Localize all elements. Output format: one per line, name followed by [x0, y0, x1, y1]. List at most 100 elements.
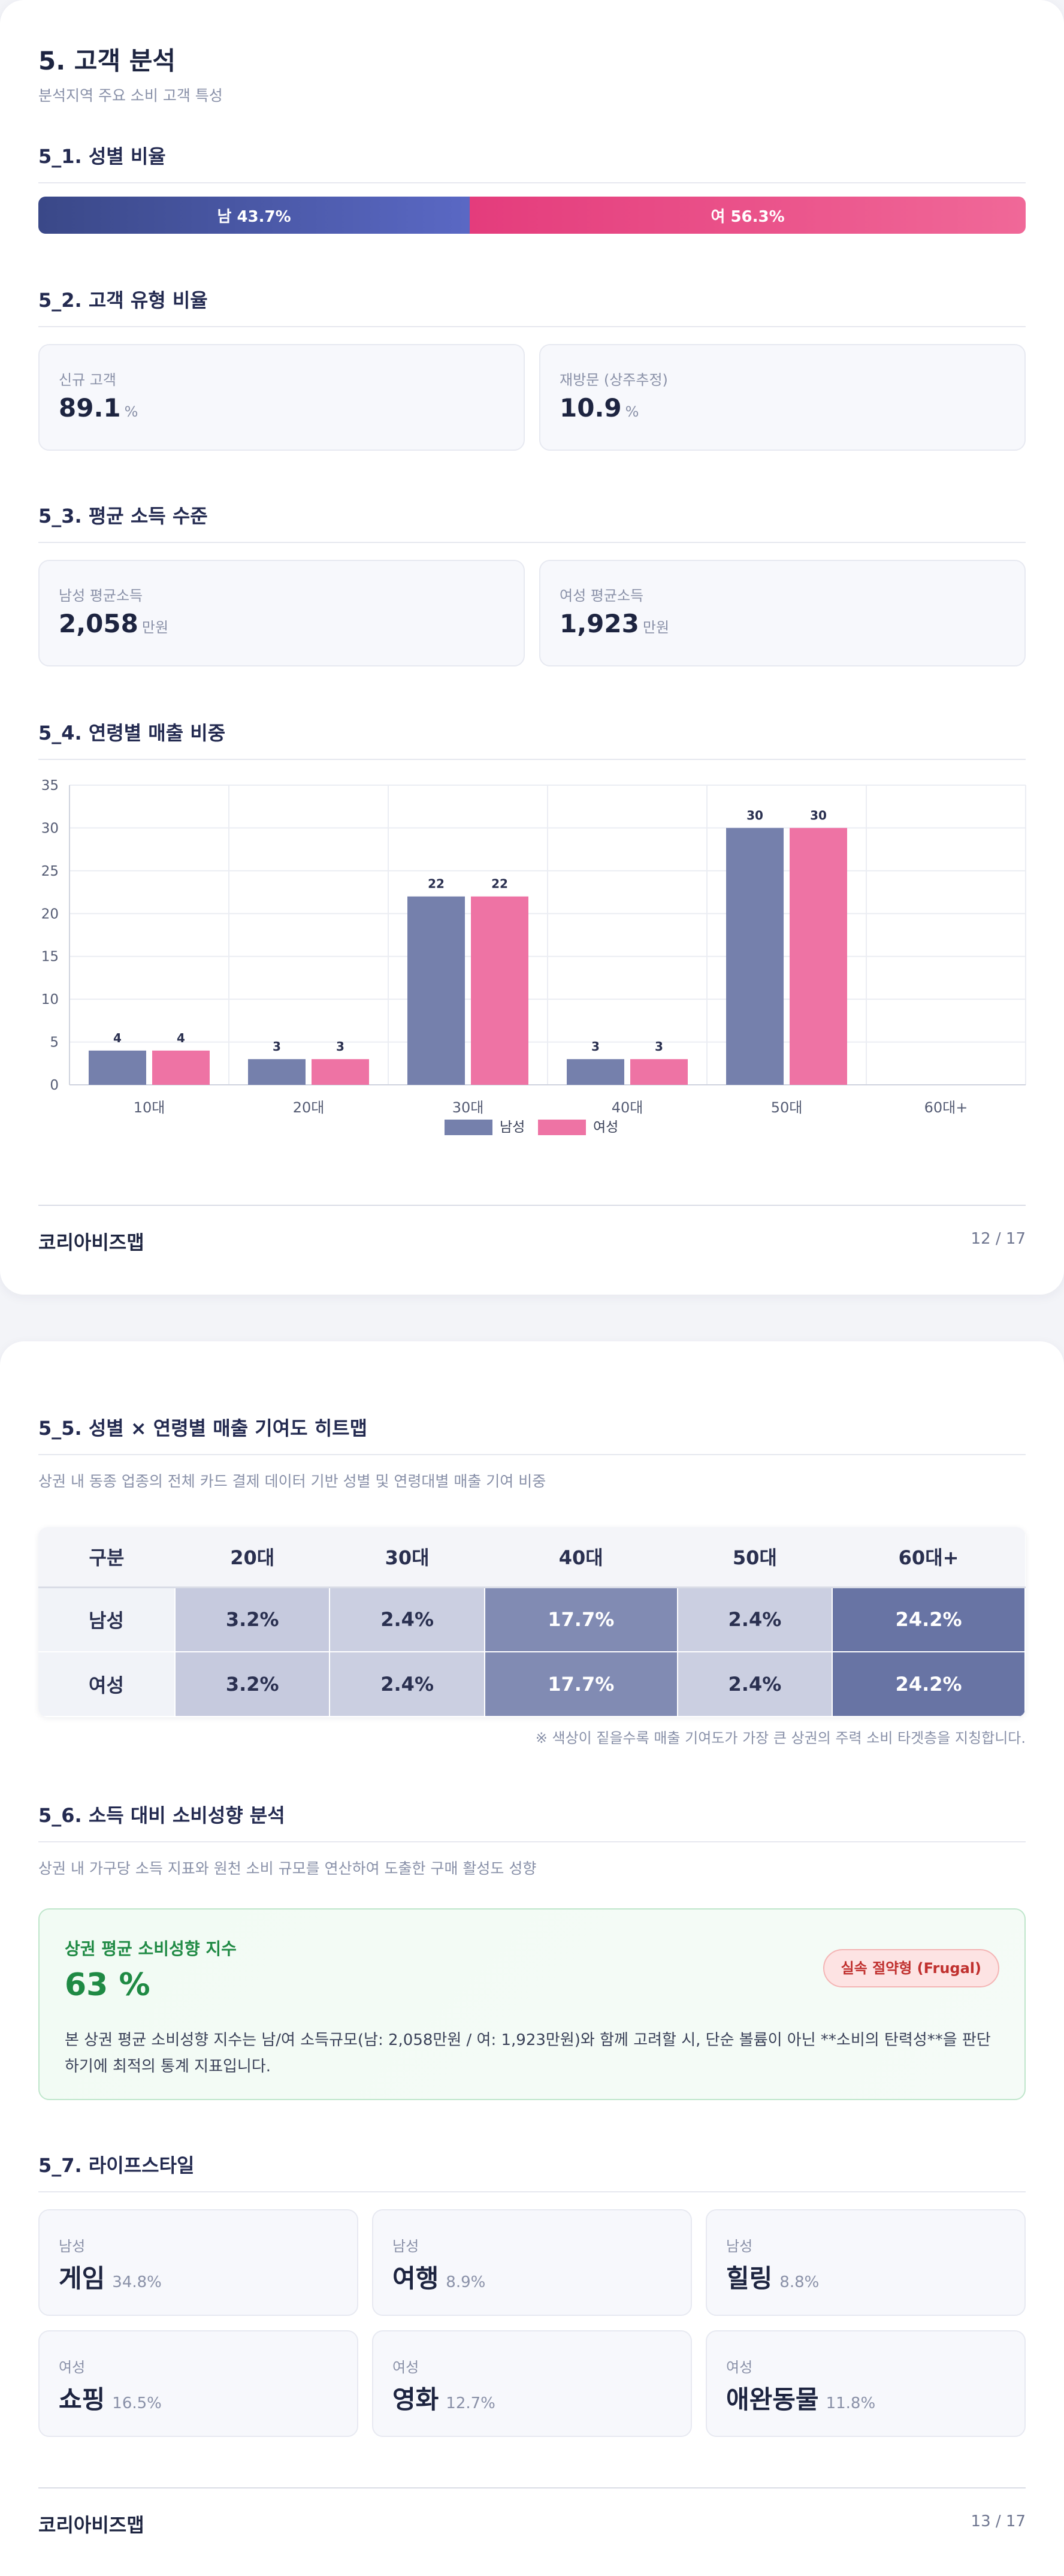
bar-data-label: 3 [655, 1039, 663, 1054]
bar-male [726, 828, 784, 1085]
heatmap-col-header: 30대 [330, 1527, 485, 1588]
bar-data-label: 22 [491, 877, 508, 891]
heatmap-cell: 3.2% [175, 1587, 331, 1652]
gender-section-title: 5_1. 성별 비율 [38, 141, 1026, 183]
gender-male-segment: 남 43.7% [38, 197, 470, 234]
bar-data-label: 4 [113, 1031, 122, 1045]
x-tick-label: 60대+ [924, 1099, 968, 1116]
lifestyle-gender: 남성 [392, 2238, 419, 2255]
lifestyle-value: 게임 34.8% [59, 2264, 162, 2293]
heatmap-col-header: 구분 [38, 1527, 175, 1588]
footer-divider [38, 2487, 1026, 2488]
x-tick-label: 10대 [134, 1099, 165, 1116]
bar-data-label: 3 [273, 1039, 281, 1054]
age-sales-bar-chart: 0 5 10 15 20 25 30 35 4 4 10대 3 3 20대 22 22 30대 3 3 40대 30 30… [41, 778, 1026, 1135]
bar-male [407, 896, 465, 1085]
bar-male [567, 1059, 624, 1085]
male-income-card: 남성 평균소득 2,058 만원 [38, 560, 525, 666]
return-customer-card: 재방문 (상주추정) 10.9% [539, 344, 1026, 451]
report-page-12: 5. 고객 분석 분석지역 주요 소비 고객 특성 5_1. 성별 비율 남 4… [0, 0, 1064, 1295]
x-tick-label: 50대 [771, 1099, 803, 1116]
lifestyle-value: 쇼핑 16.5% [59, 2385, 162, 2414]
legend-label: 여성 [593, 1120, 618, 1135]
y-tick-label: 0 [50, 1078, 59, 1093]
lifestyle-card: 남성 게임 34.8% [38, 2209, 358, 2316]
return-customer-label: 재방문 (상주추정) [560, 372, 668, 388]
lifestyle-card: 남성 여행 8.9% [372, 2209, 692, 2316]
age-sales-section-title: 5_4. 연령별 매출 비중 [38, 718, 1026, 760]
page-title: 5. 고객 분석 [38, 46, 176, 76]
heatmap-cell: 2.4% [330, 1652, 485, 1717]
heatmap-row-header: 여성 [38, 1652, 176, 1717]
female-income-value: 1,923 만원 [560, 609, 670, 638]
new-customer-value: 89.1% [59, 393, 138, 423]
y-tick-label: 10 [41, 992, 59, 1008]
heatmap-section-title: 5_5. 성별 × 연령별 매출 기여도 히트맵 [38, 1413, 1026, 1455]
footer-brand: 코리아비즈맵 [38, 2514, 144, 2536]
heatmap-cell: 17.7% [484, 1587, 678, 1652]
new-customer-card: 신규 고객 89.1% [38, 344, 525, 451]
heatmap-header-row: 구분 20대 30대 40대 50대 60대+ [38, 1527, 1025, 1588]
bar-data-label: 30 [810, 808, 827, 822]
return-customer-value: 10.9% [560, 393, 639, 423]
x-tick-label: 20대 [293, 1099, 325, 1116]
female-income-card: 여성 평균소득 1,923 만원 [539, 560, 1026, 666]
heatmap-row-female: 여성 3.2% 2.4% 17.7% 2.4% 24.2% [38, 1652, 1026, 1717]
lifestyle-value: 힐링 8.8% [726, 2264, 820, 2293]
x-tick-label: 30대 [452, 1099, 484, 1116]
y-tick-label: 15 [41, 949, 59, 965]
bar-data-label: 3 [591, 1039, 600, 1054]
lifestyle-value: 애완동물 11.8% [726, 2385, 876, 2414]
gender-ratio-bar: 남 43.7% 여 56.3% [38, 197, 1026, 234]
page-number: 13 / 17 [971, 2512, 1026, 2530]
heatmap-cell: 2.4% [677, 1652, 833, 1717]
spending-subtitle: 상권 내 가구당 소득 지표와 원천 소비 규모를 연산하여 도출한 구매 활성… [38, 1860, 537, 1877]
lifestyle-gender: 남성 [726, 2238, 753, 2255]
page-number: 12 / 17 [971, 1230, 1026, 1248]
lifestyle-value: 영화 12.7% [392, 2385, 495, 2414]
y-tick-label: 30 [41, 821, 59, 836]
bar-male [248, 1059, 306, 1085]
lifestyle-card: 여성 애완동물 11.8% [706, 2330, 1026, 2437]
y-tick-label: 25 [41, 864, 59, 879]
gender-age-heatmap: 구분 20대 30대 40대 50대 60대+ 남성 3.2% 2.4% 17.… [38, 1527, 1026, 1717]
lifestyle-gender: 여성 [392, 2359, 419, 2376]
bar-data-label: 22 [428, 877, 445, 891]
report-page-13: 5_5. 성별 × 연령별 매출 기여도 히트맵 상권 내 동종 업종의 전체 … [0, 1341, 1064, 2576]
heatmap-col-header: 50대 [677, 1527, 833, 1588]
heatmap-cell: 2.4% [677, 1587, 833, 1652]
spending-index-value: 63 % [65, 1967, 150, 2003]
heatmap-row-header: 남성 [38, 1587, 176, 1652]
lifestyle-value: 여행 8.9% [392, 2264, 486, 2293]
bar-female [471, 896, 528, 1085]
lifestyle-gender: 남성 [59, 2238, 86, 2255]
y-tick-label: 20 [41, 906, 59, 922]
spending-type-badge: 실속 절약형 (Frugal) [823, 1949, 999, 1987]
bar-female [152, 1050, 210, 1085]
heatmap-cell: 24.2% [832, 1587, 1026, 1652]
bar-male [89, 1050, 146, 1085]
heatmap-cell: 2.4% [330, 1587, 485, 1652]
bar-female [312, 1059, 369, 1085]
new-customer-label: 신규 고객 [59, 372, 116, 388]
heatmap-cell: 24.2% [832, 1652, 1026, 1717]
footer-brand: 코리아비즈맵 [38, 1231, 144, 1254]
bar-female [790, 828, 847, 1085]
lifestyle-card: 여성 쇼핑 16.5% [38, 2330, 358, 2437]
heatmap-col-header: 60대+ [832, 1527, 1025, 1588]
bar-data-label: 3 [336, 1039, 344, 1054]
female-income-label: 여성 평균소득 [560, 587, 644, 604]
legend-label: 남성 [500, 1120, 525, 1135]
heatmap-col-header: 40대 [484, 1527, 678, 1588]
spending-index-title: 상권 평균 소비성향 지수 [65, 1939, 237, 1959]
footer-divider [38, 1205, 1026, 1206]
y-tick-label: 5 [50, 1035, 59, 1051]
spending-description: 본 상권 평균 소비성향 지수는 남/여 소득규모(남: 2,058만원 / 여… [65, 2031, 991, 2076]
lifestyle-gender: 여성 [59, 2359, 86, 2376]
page-subtitle: 분석지역 주요 소비 고객 특성 [38, 87, 223, 104]
heatmap-cell: 17.7% [484, 1652, 678, 1717]
heatmap-subtitle: 상권 내 동종 업종의 전체 카드 결제 데이터 기반 성별 및 연령대별 매출… [38, 1473, 546, 1490]
customer-type-section-title: 5_2. 고객 유형 비율 [38, 285, 1026, 327]
bar-data-label: 30 [746, 808, 763, 822]
lifestyle-card: 남성 힐링 8.8% [706, 2209, 1026, 2316]
